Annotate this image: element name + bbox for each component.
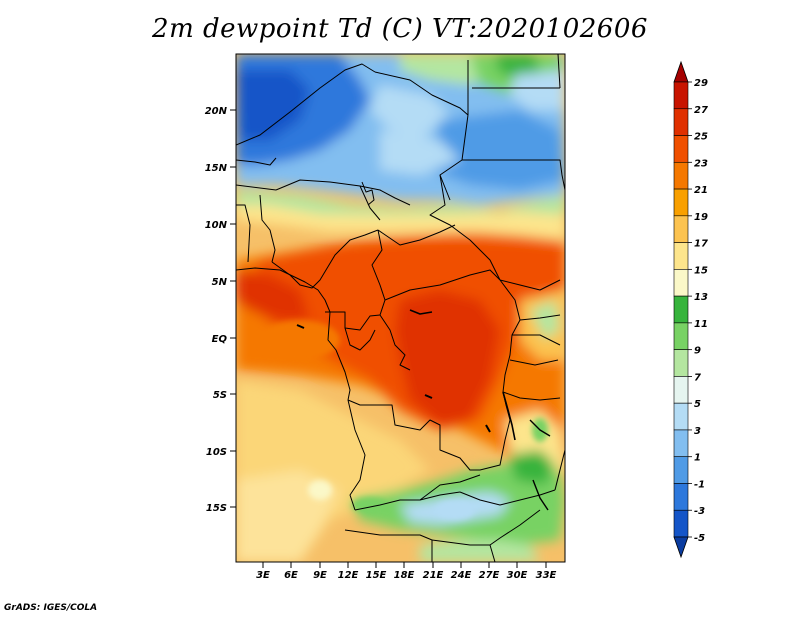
colorbar-segment xyxy=(673,322,689,350)
lon-label: 33E xyxy=(536,570,557,581)
colorbar-label: 5 xyxy=(694,399,701,410)
lon-label: 9E xyxy=(313,570,327,581)
colorbar-segment xyxy=(673,429,689,458)
colorbar-label: 3 xyxy=(694,426,701,437)
colorbar-label: -3 xyxy=(694,506,705,517)
lon-label: 24E xyxy=(451,570,472,581)
lon-label: 18E xyxy=(394,570,415,581)
country-borders xyxy=(236,54,565,562)
colorbar-segment xyxy=(673,188,689,217)
colorbar-cap-top xyxy=(673,60,689,83)
colorbar-segment xyxy=(673,349,689,377)
colorbar-segment xyxy=(673,402,689,431)
lat-label: EQ xyxy=(212,334,228,345)
colorbar-segment xyxy=(673,295,689,324)
credit-label: GrADS: IGES/COLA xyxy=(4,603,98,613)
colorbar-cap-bottom xyxy=(673,536,689,559)
colorbar-segment xyxy=(673,81,689,110)
map-title: 2m dewpoint Td (C) VT:2020102606 xyxy=(152,14,648,44)
lat-label: 20N xyxy=(205,106,228,117)
colorbar-label: 13 xyxy=(694,292,708,303)
lon-label: 6E xyxy=(284,570,298,581)
lat-label: 15S xyxy=(206,503,227,514)
colorbar-segment xyxy=(673,376,689,404)
colorbar-label: 25 xyxy=(694,132,708,143)
colorbar-label: 11 xyxy=(694,319,708,330)
colorbar-label: -1 xyxy=(694,479,705,490)
colorbar-segment xyxy=(673,456,689,484)
colorbar-segment xyxy=(673,108,689,136)
colorbar-label: 19 xyxy=(694,212,708,223)
colorbar-segment xyxy=(673,483,689,511)
lat-label: 10N xyxy=(205,220,228,231)
colorbar-segment xyxy=(673,269,689,297)
longitude-axis: 3E 6E 9E 12E 15E 18E 21E 24E 27E 30E 33E xyxy=(256,562,557,581)
lat-label: 5N xyxy=(212,277,228,288)
colorbar-segment xyxy=(673,242,689,270)
colorbar-segment xyxy=(673,161,689,190)
colorbar-label: 9 xyxy=(694,346,701,357)
colorbar-label: -5 xyxy=(694,533,705,544)
colorbar-label: 29 xyxy=(694,78,708,89)
colorbar-label: 15 xyxy=(694,265,708,276)
map-frame xyxy=(235,53,566,563)
lon-label: 15E xyxy=(366,570,387,581)
lon-label: 21E xyxy=(423,570,444,581)
colorbar-label: 23 xyxy=(694,158,708,169)
colorbar-segment xyxy=(673,215,689,243)
colorbar-label: 7 xyxy=(694,372,701,383)
colorbar-label: 1 xyxy=(694,453,701,464)
lon-label: 27E xyxy=(479,570,500,581)
colorbar: 29 27 25 23 21 19 17 15 13 11 9 7 5 3 1 -1 -3 -5 xyxy=(673,60,708,559)
colorbar-segment xyxy=(673,135,689,163)
lat-label: 5S xyxy=(213,390,227,401)
colorbar-label: 17 xyxy=(694,239,708,250)
lat-label: 10S xyxy=(206,447,227,458)
lon-label: 30E xyxy=(507,570,528,581)
lon-label: 12E xyxy=(338,570,359,581)
lon-label: 3E xyxy=(256,570,270,581)
colorbar-label: 27 xyxy=(694,105,708,116)
dewpoint-field xyxy=(236,54,565,562)
lat-label: 15N xyxy=(205,163,228,174)
colorbar-segment xyxy=(673,509,689,538)
colorbar-label: 21 xyxy=(694,185,708,196)
latitude-axis: 20N 15N 10N 5N EQ 5S 10S 15S xyxy=(205,106,236,514)
